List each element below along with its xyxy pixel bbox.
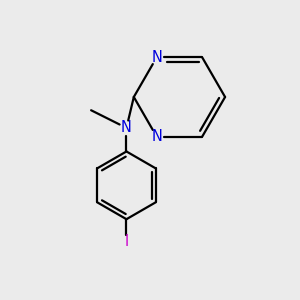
Text: I: I xyxy=(124,234,129,249)
Text: N: N xyxy=(151,129,162,144)
Text: N: N xyxy=(151,50,162,65)
Text: N: N xyxy=(121,120,132,135)
